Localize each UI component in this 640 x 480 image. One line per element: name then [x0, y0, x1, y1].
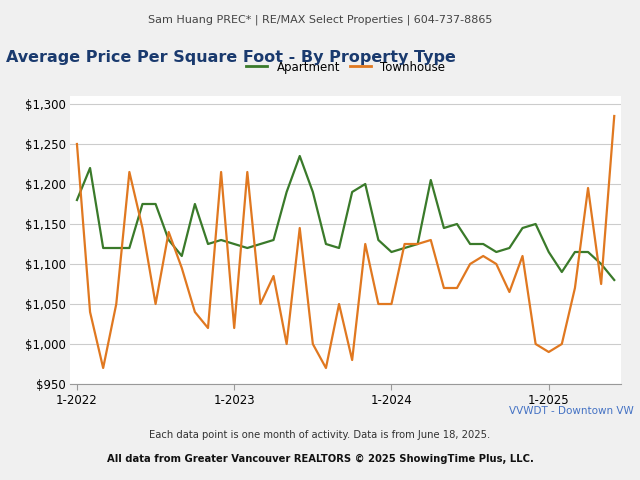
Text: Sam Huang PREC* | RE/MAX Select Properties | 604-737-8865: Sam Huang PREC* | RE/MAX Select Properti… [148, 14, 492, 25]
Text: VVWDT - Downtown VW: VVWDT - Downtown VW [509, 406, 634, 416]
Text: Average Price Per Square Foot - By Property Type: Average Price Per Square Foot - By Prope… [6, 50, 456, 65]
Text: All data from Greater Vancouver REALTORS © 2025 ShowingTime Plus, LLC.: All data from Greater Vancouver REALTORS… [107, 454, 533, 464]
Text: Each data point is one month of activity. Data is from June 18, 2025.: Each data point is one month of activity… [149, 430, 491, 440]
Legend: Apartment, Townhouse: Apartment, Townhouse [241, 56, 450, 78]
